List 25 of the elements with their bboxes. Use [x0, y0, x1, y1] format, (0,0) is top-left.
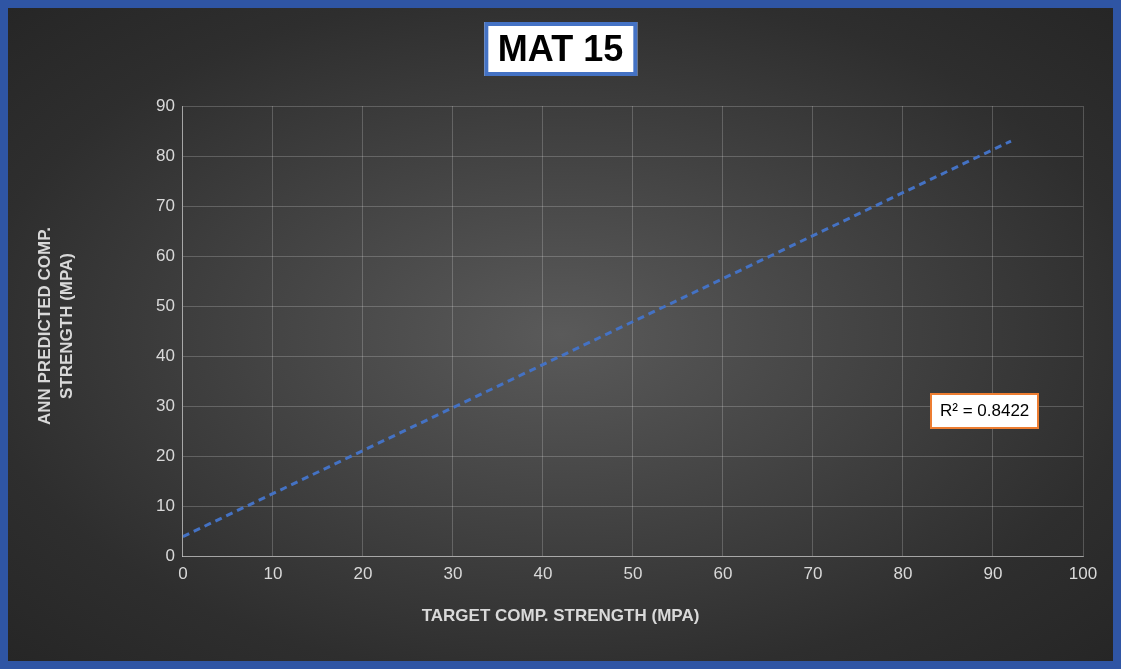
y-tick-label: 60 [155, 245, 175, 265]
x-tick-label: 60 [713, 564, 733, 584]
x-tick-label: 80 [893, 564, 913, 584]
x-tick-label: 90 [983, 564, 1003, 584]
x-tick-label: 20 [353, 564, 373, 584]
y-tick-label: 0 [165, 546, 175, 566]
y-axis-title: ANN PREDICTED COMP. STRENGTH (MPA) [33, 226, 77, 428]
x-tick-label: 30 [443, 564, 463, 584]
y-tick-label: 40 [155, 346, 175, 366]
x-axis-title: TARGET COMP. STRENGTH (MPA) [420, 606, 701, 626]
x-tick-label: 70 [803, 564, 823, 584]
y-tick-label: 20 [155, 446, 175, 466]
y-tick-label: 10 [155, 496, 175, 516]
chart-title: MAT 15 [483, 22, 638, 76]
y-tick-label: 30 [155, 396, 175, 416]
y-tick-label: 70 [155, 195, 175, 215]
x-tick-label: 0 [178, 564, 188, 584]
y-tick-label: 90 [155, 95, 175, 115]
x-tick-label: 10 [263, 564, 283, 584]
x-tick-label: 100 [1068, 564, 1098, 584]
x-tick-label: 50 [623, 564, 643, 584]
y-tick-label: 80 [155, 145, 175, 165]
x-tick-label: 40 [533, 564, 553, 584]
annotation: R² = 0.8422 [930, 393, 1040, 429]
y-tick-label: 50 [155, 295, 175, 315]
